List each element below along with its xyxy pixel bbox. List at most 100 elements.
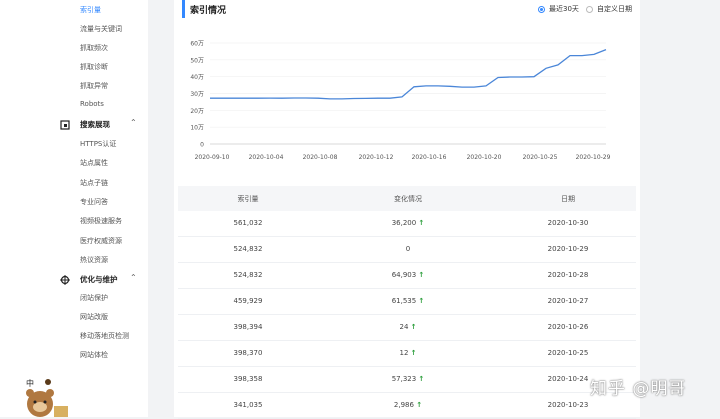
sidebar-item[interactable]: 索引量 (80, 6, 101, 14)
cell-change: 64,903 ↑ (338, 271, 478, 279)
sidebar-item[interactable]: 站点属性 (80, 159, 108, 167)
change-value: 0 (405, 245, 411, 253)
column-header-date: 日期 (561, 195, 575, 203)
change-value: 57,323 (391, 375, 417, 383)
sidebar-item[interactable]: 专业问答 (80, 198, 108, 206)
arrow-up-icon: ↑ (418, 297, 425, 305)
page-title: 索引情况 (190, 6, 227, 16)
cell-date: 2020-10-29 (547, 245, 589, 253)
search-display-icon (60, 119, 70, 130)
arrow-up-icon: ↑ (418, 271, 425, 279)
cell-count: 398,370 (233, 349, 263, 357)
cell-date: 2020-10-24 (547, 375, 589, 383)
sidebar-item[interactable]: 视频极速服务 (80, 217, 122, 225)
y-tick-label: 30万 (190, 91, 204, 98)
sidebar: 索引量流量与关键词 抓取频次抓取诊断抓取异常 Robots 搜索展现 ⌃ HTTPS认证… (0, 0, 148, 417)
sidebar-item[interactable]: 流量与关键词 (80, 25, 122, 33)
cell-count: 524,832 (233, 271, 263, 279)
table-header: 索引量 变化情况 日期 (178, 186, 636, 211)
cell-count: 341,035 (233, 401, 263, 409)
cell-date: 2020-10-27 (547, 297, 589, 305)
table-row: 398,370 12 ↑ 2020-10-25 (178, 341, 636, 367)
cell-date: 2020-10-26 (547, 323, 589, 331)
sidebar-group-label: 优化与维护 (80, 275, 118, 284)
cell-date: 2020-10-30 (547, 219, 589, 227)
sidebar-group-label: 搜索展现 (80, 120, 110, 129)
radio-last-30-days-label: 最近30天 (549, 5, 579, 13)
sidebar-group-search[interactable]: 搜索展现 (60, 119, 110, 130)
column-header-change: 变化情况 (394, 195, 422, 203)
sidebar-item[interactable]: 移动落地页检测 (80, 332, 129, 340)
radio-unselected-icon (586, 5, 593, 13)
sidebar-item[interactable]: 站点子链 (80, 179, 108, 187)
bear-mascot-icon: 中 (26, 378, 68, 417)
x-tick-label: 2020-09-10 (195, 154, 230, 161)
cell-change: 61,535 ↑ (338, 297, 478, 305)
sidebar-item[interactable]: 抓取频次 (80, 44, 108, 52)
table-row: 398,358 57,323 ↑ 2020-10-24 (178, 367, 636, 393)
change-value: 12 (399, 349, 409, 357)
sidebar-item[interactable]: 抓取诊断 (80, 63, 108, 71)
arrow-up-icon: ↑ (418, 219, 425, 227)
cell-count: 398,394 (233, 323, 263, 331)
radio-last-30-days[interactable]: 最近30天 (538, 4, 579, 14)
y-tick-label: 20万 (190, 108, 204, 115)
sidebar-item[interactable]: 网站改版 (80, 313, 108, 321)
x-tick-label: 2020-10-04 (249, 154, 284, 161)
arrow-up-icon: ↑ (418, 375, 425, 383)
y-tick-label: 0 (200, 142, 204, 149)
cell-date: 2020-10-25 (547, 349, 589, 357)
sidebar-item[interactable]: Robots (80, 100, 104, 108)
sidebar-item[interactable]: 闭站保护 (80, 294, 108, 302)
arrow-up-icon: ↑ (410, 323, 417, 331)
change-value: 36,200 (391, 219, 417, 227)
radio-custom-date[interactable]: 自定义日期 (586, 4, 632, 14)
cell-count: 561,032 (233, 219, 263, 227)
cell-change: 12 ↑ (338, 349, 478, 357)
table-row: 524,832 0 2020-10-29 (178, 237, 636, 263)
x-tick-label: 2020-10-16 (412, 154, 447, 161)
x-tick-label: 2020-10-12 (359, 154, 394, 161)
cell-date: 2020-10-23 (547, 401, 589, 409)
cell-change: 2,986 ↑ (338, 401, 478, 409)
sidebar-group-optimize[interactable]: 优化与维护 (60, 274, 118, 285)
sidebar-item[interactable]: 热议资源 (80, 256, 108, 264)
cell-change: 24 ↑ (338, 323, 478, 331)
cell-date: 2020-10-28 (547, 271, 589, 279)
change-value: 2,986 (393, 401, 414, 409)
column-header-count: 索引量 (237, 195, 259, 203)
radio-selected-icon (538, 5, 545, 13)
x-tick-label: 2020-10-25 (523, 154, 558, 161)
x-tick-label: 2020-10-08 (303, 154, 338, 161)
main-panel: 索引情况 最近30天 自定义日期 0 10万 20万 30万 40万 50万 60万 2020… (174, 0, 640, 419)
watermark: 知乎 @明哥 (590, 379, 687, 399)
sidebar-item[interactable]: 抓取异常 (80, 82, 108, 90)
cell-change: 36,200 ↑ (338, 219, 478, 227)
sidebar-item[interactable]: HTTPS认证 (80, 140, 117, 148)
index-line-chart: 0 10万 20万 30万 40万 50万 60万 2020-09-10 2020-10-04 2… (190, 41, 611, 162)
table-row: 341,035 2,986 ↑ 2020-10-23 (178, 393, 636, 419)
title-accent-bar (182, 0, 185, 18)
optimize-icon (60, 274, 70, 285)
change-value: 61,535 (391, 297, 417, 305)
y-tick-label: 10万 (190, 125, 204, 132)
arrow-up-icon: ↑ (410, 349, 417, 357)
cell-count: 524,832 (233, 245, 263, 253)
y-tick-label: 40万 (190, 74, 204, 81)
arrow-up-icon: ↑ (416, 401, 423, 409)
cell-change: 0 (338, 245, 478, 253)
mascot-label: 中 (26, 378, 34, 388)
table-row: 561,032 36,200 ↑ 2020-10-30 (178, 211, 636, 237)
table-row: 524,832 64,903 ↑ 2020-10-28 (178, 263, 636, 289)
sidebar-item[interactable]: 医疗权威资源 (80, 237, 122, 245)
change-value: 64,903 (391, 271, 417, 279)
series-line (210, 48, 607, 100)
sidebar-item[interactable]: 网站体检 (80, 351, 108, 359)
cell-change: 57,323 ↑ (338, 375, 478, 383)
chevron-up-icon[interactable]: ⌃ (130, 118, 137, 127)
chevron-up-icon[interactable]: ⌃ (130, 273, 137, 282)
cell-count: 398,358 (233, 375, 263, 383)
x-tick-label: 2020-10-29 (576, 154, 611, 161)
radio-custom-date-label: 自定义日期 (597, 5, 632, 13)
table-row: 459,929 61,535 ↑ 2020-10-27 (178, 289, 636, 315)
